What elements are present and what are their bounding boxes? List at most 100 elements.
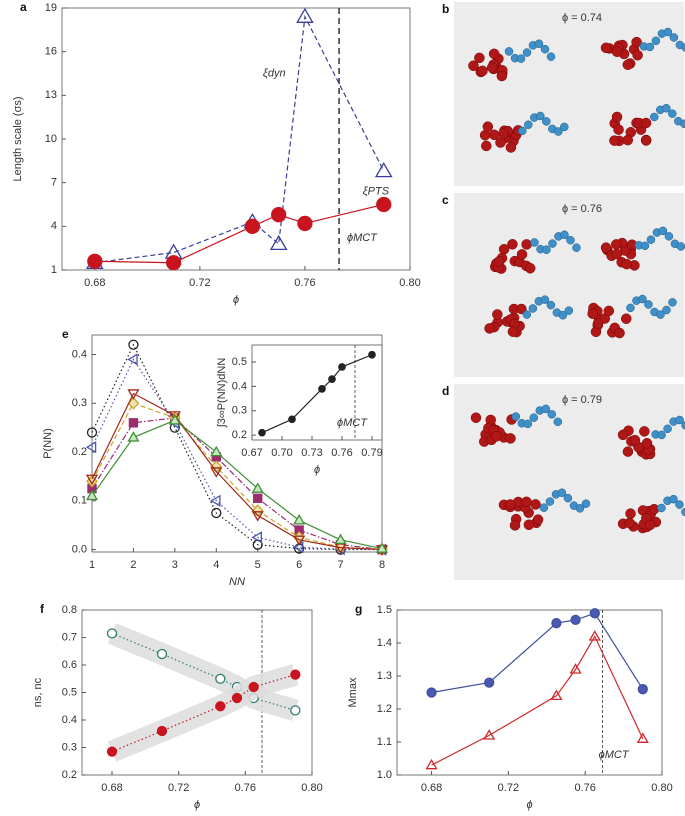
particle xyxy=(482,121,494,132)
particle xyxy=(581,499,591,508)
particle xyxy=(521,239,532,250)
particle xyxy=(563,493,573,503)
particle xyxy=(481,140,492,152)
particle xyxy=(548,239,557,248)
y-tick-label: 0.5 xyxy=(232,356,247,368)
x-tick-label: 0.72 xyxy=(168,782,189,794)
x-tick-label: 0.68 xyxy=(421,782,442,794)
y-tick-label: 1.5 xyxy=(377,604,392,616)
annotation: ϕMCT xyxy=(347,232,378,244)
marker xyxy=(106,628,118,639)
panel-label: c xyxy=(442,193,449,207)
marker xyxy=(288,415,296,424)
x-axis-label: NN xyxy=(229,576,245,588)
y-tick-label: 1.2 xyxy=(377,703,392,715)
y-tick-label: 0.3 xyxy=(62,741,77,753)
marker xyxy=(570,614,581,626)
x-tick-label: 5 xyxy=(255,559,261,571)
y-tick-label: 0.0 xyxy=(72,543,87,555)
particle xyxy=(669,33,679,42)
particle xyxy=(640,241,650,251)
particle xyxy=(656,310,665,319)
marker xyxy=(425,758,438,770)
particle xyxy=(507,239,518,250)
series-line xyxy=(431,612,644,694)
particle xyxy=(646,235,656,244)
y-tick-label: 0.4 xyxy=(232,380,247,392)
particle xyxy=(663,27,673,37)
particle xyxy=(492,309,503,320)
particle xyxy=(625,508,636,519)
particle xyxy=(681,421,685,430)
marker xyxy=(588,630,601,641)
particle xyxy=(477,65,488,77)
y-tick-label: 0.2 xyxy=(62,769,77,781)
particle xyxy=(529,413,539,422)
series-line xyxy=(91,358,383,551)
x-tick-label: 0.68 xyxy=(84,277,105,289)
marker xyxy=(374,162,393,178)
particle xyxy=(622,59,634,70)
panel-label: b xyxy=(442,2,449,16)
particle xyxy=(524,263,536,274)
particle xyxy=(504,47,514,56)
y-tick-label: 0.7 xyxy=(62,631,77,643)
particle xyxy=(681,43,685,52)
particle xyxy=(657,503,666,513)
y-tick-label: 0.2 xyxy=(72,446,87,458)
image-caption: ϕ = 0.79 xyxy=(562,394,602,406)
x-axis-label: ϕ xyxy=(526,799,532,811)
particle xyxy=(617,429,629,441)
marker xyxy=(127,389,140,400)
particle xyxy=(542,117,551,126)
y-axis-label: ∫3∞P(NN)dNN xyxy=(216,358,228,429)
particle xyxy=(600,42,612,54)
particle xyxy=(484,323,495,334)
particle xyxy=(490,431,502,442)
particle xyxy=(664,232,674,241)
x-tick-label: 0.76 xyxy=(574,782,595,794)
x-tick-label: 1 xyxy=(89,559,95,571)
particle xyxy=(657,430,666,440)
particle xyxy=(554,127,563,136)
particle xyxy=(534,39,544,48)
image-caption: ϕ = 0.76 xyxy=(562,203,602,215)
marker xyxy=(211,507,222,519)
y-tick-label: 19 xyxy=(45,2,57,14)
y-tick-label: 1.3 xyxy=(377,670,392,682)
particle xyxy=(611,46,623,57)
marker xyxy=(165,255,182,271)
particle xyxy=(668,109,677,118)
particle xyxy=(621,258,632,270)
x-tick-label: 0.76 xyxy=(235,782,256,794)
marker xyxy=(484,677,495,688)
particle xyxy=(560,122,569,132)
particle xyxy=(592,318,604,329)
y-tick-label: 1.1 xyxy=(377,736,392,748)
particle xyxy=(611,111,623,123)
y-axis-label: Length scale (σs) xyxy=(12,96,24,181)
particle xyxy=(669,494,678,504)
marker xyxy=(375,542,389,553)
x-tick-label: 2 xyxy=(130,559,136,571)
series-line xyxy=(94,14,385,264)
marker xyxy=(636,732,649,743)
particle xyxy=(488,48,500,60)
y-tick-label: 0.8 xyxy=(62,604,77,616)
marker xyxy=(290,705,301,716)
particle xyxy=(675,415,684,425)
particle xyxy=(611,248,623,260)
x-axis-label: ϕ xyxy=(314,464,320,476)
marker xyxy=(550,689,563,701)
panel-label: d xyxy=(442,384,449,398)
marker xyxy=(215,701,226,712)
marker xyxy=(127,431,140,442)
particle xyxy=(644,300,653,309)
marker xyxy=(210,467,223,478)
marker xyxy=(328,375,336,383)
particle xyxy=(611,239,622,250)
particle xyxy=(662,103,671,113)
annotation: ξdyn xyxy=(263,67,286,79)
marker xyxy=(251,531,262,544)
